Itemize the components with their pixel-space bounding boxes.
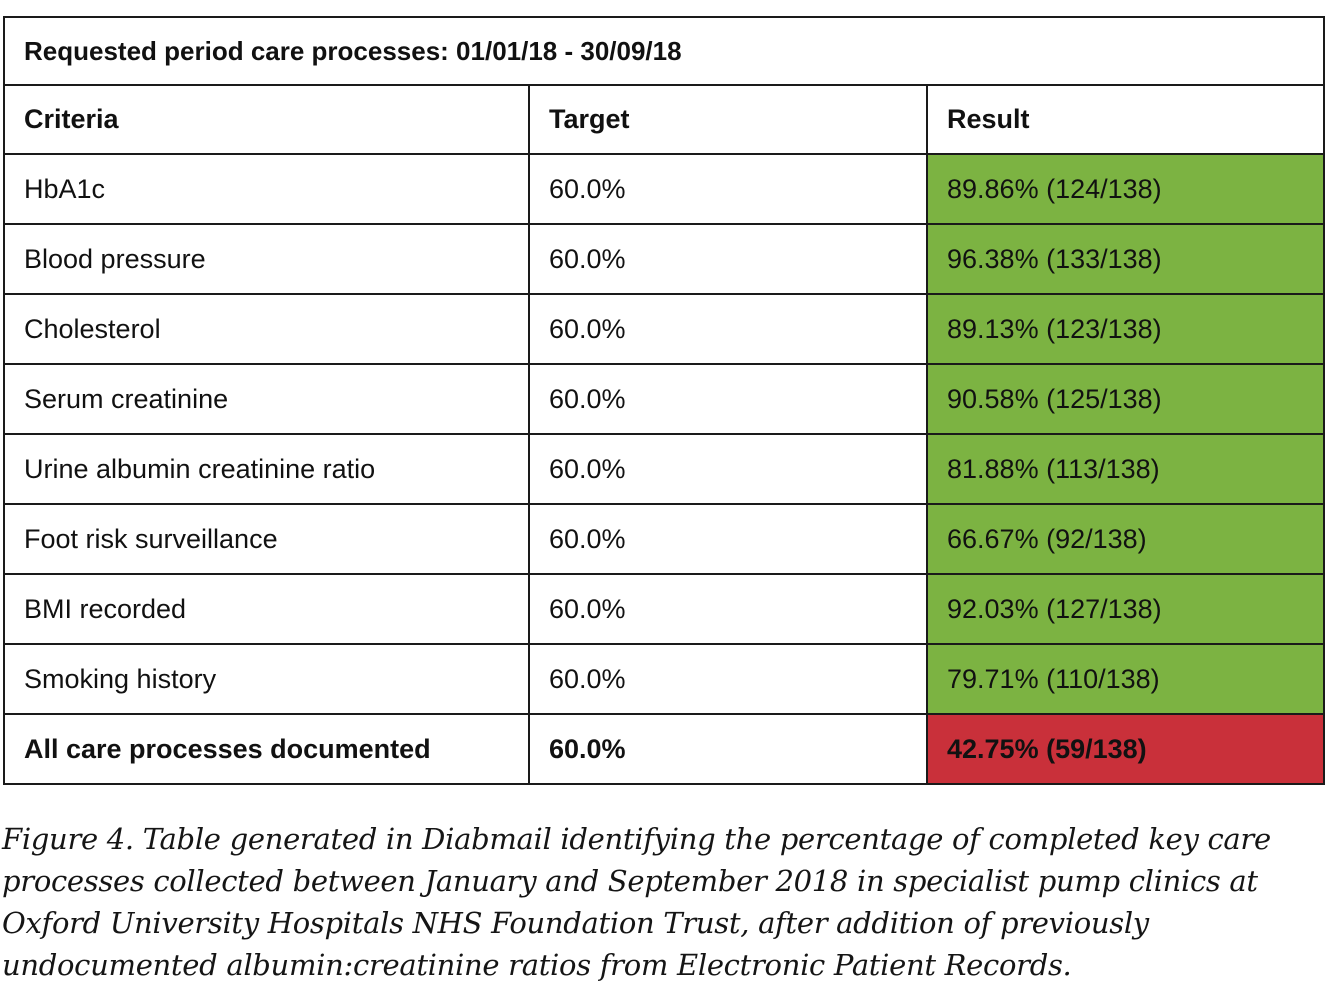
target-cell: 60.0%	[528, 573, 928, 645]
care-processes-table: Requested period care processes: 01/01/1…	[3, 16, 1325, 785]
criteria-cell: Cholesterol	[3, 293, 530, 365]
result-cell: 42.75% (59/138)	[926, 713, 1325, 785]
table-row: Urine albumin creatinine ratio 60.0% 81.88…	[3, 433, 1325, 505]
result-cell: 89.13% (123/138)	[926, 293, 1325, 365]
table-row: Cholesterol 60.0% 89.13% (123/138)	[3, 293, 1325, 365]
result-cell: 66.67% (92/138)	[926, 503, 1325, 575]
table-title: Requested period care processes: 01/01/1…	[3, 16, 1325, 86]
criteria-cell: Foot risk surveillance	[3, 503, 530, 575]
criteria-cell: BMI recorded	[3, 573, 530, 645]
target-cell: 60.0%	[528, 223, 928, 295]
criteria-cell: Blood pressure	[3, 223, 530, 295]
table-row: HbA1c 60.0% 89.86% (124/138)	[3, 153, 1325, 225]
target-cell: 60.0%	[528, 363, 928, 435]
table-row: Smoking history 60.0% 79.71% (110/138)	[3, 643, 1325, 715]
table-header-row: Criteria Target Result	[3, 84, 1325, 155]
target-cell: 60.0%	[528, 713, 928, 785]
table-row: Serum creatinine 60.0% 90.58% (125/138)	[3, 363, 1325, 435]
target-cell: 60.0%	[528, 503, 928, 575]
result-cell: 81.88% (113/138)	[926, 433, 1325, 505]
column-header-target: Target	[528, 84, 928, 155]
criteria-cell: HbA1c	[3, 153, 530, 225]
table-row: Foot risk surveillance 60.0% 66.67% (92/13…	[3, 503, 1325, 575]
result-cell: 92.03% (127/138)	[926, 573, 1325, 645]
target-cell: 60.0%	[528, 643, 928, 715]
table-title-row: Requested period care processes: 01/01/1…	[3, 16, 1325, 86]
result-cell: 90.58% (125/138)	[926, 363, 1325, 435]
column-header-result: Result	[926, 84, 1325, 155]
table-row: Blood pressure 60.0% 96.38% (133/138)	[3, 223, 1325, 295]
target-cell: 60.0%	[528, 153, 928, 225]
result-cell: 89.86% (124/138)	[926, 153, 1325, 225]
result-cell: 79.71% (110/138)	[926, 643, 1325, 715]
criteria-cell: All care processes documented	[3, 713, 530, 785]
criteria-cell: Smoking history	[3, 643, 530, 715]
criteria-cell: Urine albumin creatinine ratio	[3, 433, 530, 505]
column-header-criteria: Criteria	[3, 84, 530, 155]
table-body: Requested period care processes: 01/01/1…	[3, 16, 1325, 785]
target-cell: 60.0%	[528, 293, 928, 365]
figure-caption: Figure 4. Table generated in Diabmail id…	[2, 822, 1271, 982]
target-cell: 60.0%	[528, 433, 928, 505]
table-row: BMI recorded 60.0% 92.03% (127/138)	[3, 573, 1325, 645]
result-cell: 96.38% (133/138)	[926, 223, 1325, 295]
criteria-cell: Serum creatinine	[3, 363, 530, 435]
table-total-row: All care processes documented 60.0% 42.75%…	[3, 713, 1325, 785]
